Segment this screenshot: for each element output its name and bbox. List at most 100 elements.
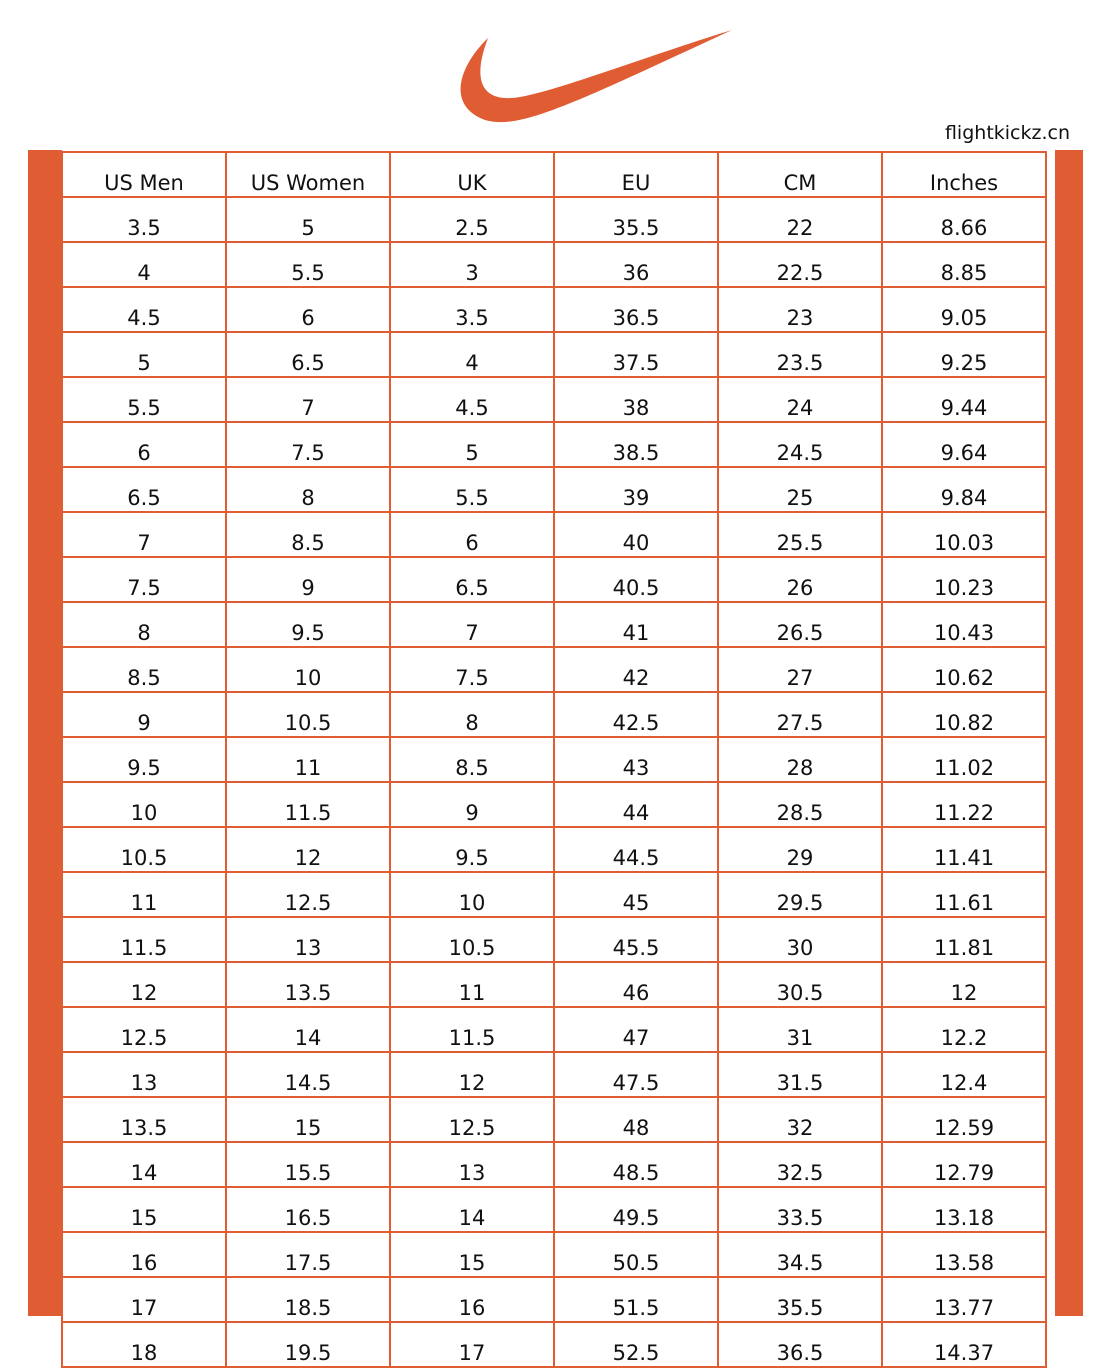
- table-cell: 6: [389, 511, 555, 558]
- table-cell: 9: [61, 691, 227, 738]
- table-cell: 30.5: [717, 961, 883, 1008]
- table-cell: 39: [553, 466, 719, 513]
- table-cell: 12: [389, 1051, 555, 1098]
- table-cell: 6: [61, 421, 227, 468]
- table-cell: 18.5: [225, 1276, 391, 1323]
- table-cell: 12: [225, 826, 391, 873]
- table-cell: 9.5: [389, 826, 555, 873]
- table-cell: 9.5: [225, 601, 391, 648]
- table-cell: 12.5: [225, 871, 391, 918]
- table-cell: 43: [553, 736, 719, 783]
- table-row: 13 14.5 12 47.5 31.5 12.4: [61, 1051, 1047, 1098]
- table-cell: 11.22: [881, 781, 1047, 828]
- table-cell: 8.66: [881, 196, 1047, 243]
- table-cell: 14: [61, 1141, 227, 1188]
- table-cell: 25.5: [717, 511, 883, 558]
- table-cell: 45: [553, 871, 719, 918]
- table-cell: 12.79: [881, 1141, 1047, 1188]
- table-cell: 12.5: [389, 1096, 555, 1143]
- table-row: 12.5 14 11.5 47 31 12.2: [61, 1006, 1047, 1053]
- header-row: US Men US Women UK EU CM Inches: [61, 151, 1047, 198]
- table-row: 10 11.5 9 44 28.5 11.22: [61, 781, 1047, 828]
- table-cell: 14.5: [225, 1051, 391, 1098]
- table-cell: 15: [61, 1186, 227, 1233]
- table-cell: 11.5: [61, 916, 227, 963]
- table-cell: 8.5: [225, 511, 391, 558]
- table-cell: 15.5: [225, 1141, 391, 1188]
- table-cell: 15: [389, 1231, 555, 1278]
- site-label: flightkickz.cn: [944, 122, 1070, 144]
- table-cell: 14: [225, 1006, 391, 1053]
- table-cell: 11.5: [389, 1006, 555, 1053]
- table-cell: 50.5: [553, 1231, 719, 1278]
- table-cell: 29.5: [717, 871, 883, 918]
- table-cell: 12: [61, 961, 227, 1008]
- column-header: US Women: [225, 151, 391, 198]
- table-cell: 7.5: [389, 646, 555, 693]
- column-header: CM: [717, 151, 883, 198]
- table-row: 9 10.5 8 42.5 27.5 10.82: [61, 691, 1047, 738]
- column-header: UK: [389, 151, 555, 198]
- table-cell: 12.59: [881, 1096, 1047, 1143]
- table-cell: 36: [553, 241, 719, 288]
- table-row: 7.5 9 6.5 40.5 26 10.23: [61, 556, 1047, 603]
- table-cell: 23.5: [717, 331, 883, 378]
- table-cell: 47.5: [553, 1051, 719, 1098]
- table-cell: 11.5: [225, 781, 391, 828]
- table-row: 6 7.5 5 38.5 24.5 9.64: [61, 421, 1047, 468]
- table-cell: 30: [717, 916, 883, 963]
- table-cell: 3.5: [61, 196, 227, 243]
- table-cell: 8.85: [881, 241, 1047, 288]
- table-cell: 13.5: [61, 1096, 227, 1143]
- table-cell: 34.5: [717, 1231, 883, 1278]
- table-row: 11.5 13 10.5 45.5 30 11.81: [61, 916, 1047, 963]
- table-cell: 35.5: [717, 1276, 883, 1323]
- table-cell: 11.02: [881, 736, 1047, 783]
- table-cell: 3.5: [389, 286, 555, 333]
- table-cell: 11: [225, 736, 391, 783]
- table-cell: 5: [389, 421, 555, 468]
- table-cell: 9: [225, 556, 391, 603]
- table-cell: 13: [61, 1051, 227, 1098]
- table-cell: 17: [389, 1321, 555, 1368]
- table-row: 5 6.5 4 37.5 23.5 9.25: [61, 331, 1047, 378]
- table-cell: 36.5: [553, 286, 719, 333]
- table-cell: 10: [61, 781, 227, 828]
- table-cell: 4: [61, 241, 227, 288]
- table-cell: 10: [225, 646, 391, 693]
- table-cell: 42.5: [553, 691, 719, 738]
- table-row: 13.5 15 12.5 48 32 12.59: [61, 1096, 1047, 1143]
- table-cell: 19.5: [225, 1321, 391, 1368]
- column-header: US Men: [61, 151, 227, 198]
- table-row: 9.5 11 8.5 43 28 11.02: [61, 736, 1047, 783]
- table-cell: 6.5: [389, 556, 555, 603]
- table-cell: 4.5: [61, 286, 227, 333]
- table-cell: 15: [225, 1096, 391, 1143]
- table-cell: 27: [717, 646, 883, 693]
- table-cell: 36.5: [717, 1321, 883, 1368]
- table-cell: 9.25: [881, 331, 1047, 378]
- table-cell: 10.82: [881, 691, 1047, 738]
- table-cell: 9.5: [61, 736, 227, 783]
- table-cell: 13: [225, 916, 391, 963]
- table-cell: 28: [717, 736, 883, 783]
- table-cell: 35.5: [553, 196, 719, 243]
- table-cell: 10.43: [881, 601, 1047, 648]
- table-row: 17 18.5 16 51.5 35.5 13.77: [61, 1276, 1047, 1323]
- table-cell: 4.5: [389, 376, 555, 423]
- table-cell: 29: [717, 826, 883, 873]
- table-row: 10.5 12 9.5 44.5 29 11.41: [61, 826, 1047, 873]
- table-cell: 32: [717, 1096, 883, 1143]
- table-row: 4.5 6 3.5 36.5 23 9.05: [61, 286, 1047, 333]
- table-row: 8 9.5 7 41 26.5 10.43: [61, 601, 1047, 648]
- table-row: 6.5 8 5.5 39 25 9.84: [61, 466, 1047, 513]
- table-cell: 38.5: [553, 421, 719, 468]
- table-cell: 9.05: [881, 286, 1047, 333]
- table-cell: 10.23: [881, 556, 1047, 603]
- table-cell: 45.5: [553, 916, 719, 963]
- table-cell: 24: [717, 376, 883, 423]
- table-cell: 4: [389, 331, 555, 378]
- table-cell: 42: [553, 646, 719, 693]
- table-cell: 17.5: [225, 1231, 391, 1278]
- table-cell: 5.5: [61, 376, 227, 423]
